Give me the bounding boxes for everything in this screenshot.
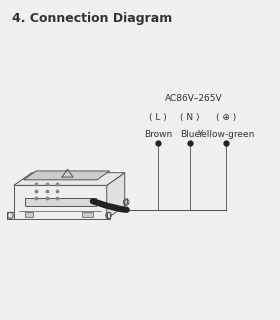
Text: ( N ): ( N ): [180, 113, 200, 122]
Polygon shape: [25, 212, 33, 217]
Polygon shape: [82, 212, 93, 217]
Text: ( L ): ( L ): [149, 113, 167, 122]
Text: 4. Connection Diagram: 4. Connection Diagram: [13, 12, 173, 26]
Text: ( ⊕ ): ( ⊕ ): [216, 113, 236, 122]
Polygon shape: [107, 212, 110, 219]
Polygon shape: [125, 198, 127, 206]
Text: AC86V–265V: AC86V–265V: [165, 94, 223, 103]
Polygon shape: [7, 212, 14, 219]
Polygon shape: [25, 198, 96, 206]
Text: Yellow-green: Yellow-green: [197, 130, 255, 139]
Polygon shape: [24, 171, 110, 180]
Polygon shape: [107, 173, 125, 219]
Text: Blue: Blue: [180, 130, 200, 139]
Polygon shape: [14, 173, 125, 185]
Text: Brown: Brown: [144, 130, 172, 139]
Polygon shape: [14, 185, 107, 219]
